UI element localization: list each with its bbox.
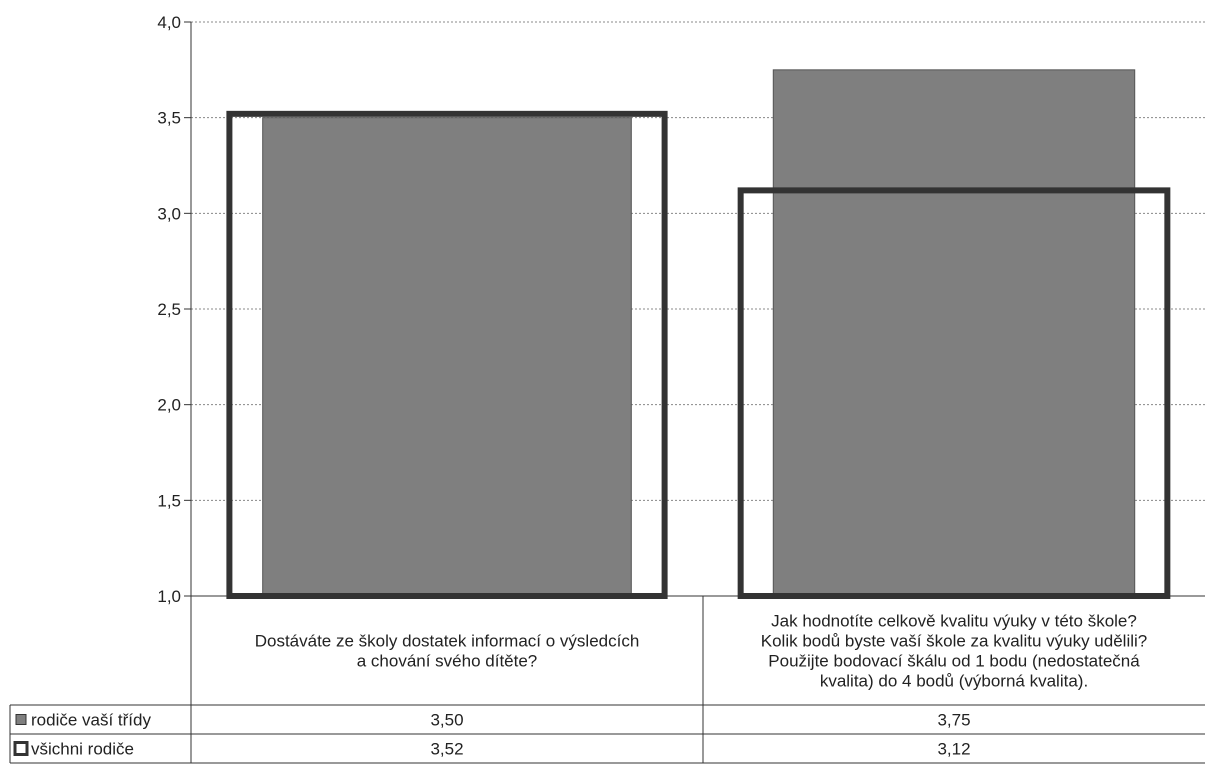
data-table-cell: 3,12	[937, 740, 970, 759]
category-label: Použijte bodovací škálu od 1 bodu (nedos…	[768, 652, 1140, 671]
y-tick-label: 2,0	[157, 396, 181, 415]
legend-label: všichni rodiče	[31, 740, 134, 759]
axes: 1,0 1,5 2,0 2,5 3,0 3,5 4,0 Dostáváte ze školy …	[157, 13, 1205, 763]
y-tick-label: 3,5	[157, 109, 181, 128]
legend-key-rodice-vasi-tridy	[15, 714, 27, 725]
legend-key-vsichni-rodice	[13, 741, 29, 756]
legend-label: rodiče vaší třídy	[31, 711, 151, 730]
y-tick-label: 3,0	[157, 204, 181, 223]
data-table: rodiče vaší třídy 3,50 3,75 všichni rodiče 3…	[9, 596, 1205, 764]
bars	[226, 69, 1171, 600]
data-table-cell: 3,75	[937, 711, 970, 730]
bar-1-rodice-vasi-tridy	[262, 117, 632, 597]
category-label: a chování svého dítěte?	[357, 652, 538, 671]
y-tick-label: 1,5	[157, 491, 181, 510]
category-label: Dostáváte ze školy dostatek informací o …	[255, 632, 640, 651]
bar-2-rodice-vasi-tridy	[772, 69, 1136, 597]
data-table-cell: 3,50	[430, 711, 463, 730]
category-label: kvalita) do 4 bodů (výborná kvalita).	[820, 672, 1088, 691]
y-tick-label: 1,0	[157, 587, 181, 606]
data-table-cell: 3,52	[430, 740, 463, 759]
category-label: Kolik bodů byste vaší škole za kvalitu v…	[761, 632, 1147, 651]
y-tick-label: 2,5	[157, 300, 181, 319]
category-label: Jak hodnotíte celkově kvalitu výuky v té…	[771, 612, 1137, 631]
y-tick-label: 4,0	[157, 13, 181, 32]
